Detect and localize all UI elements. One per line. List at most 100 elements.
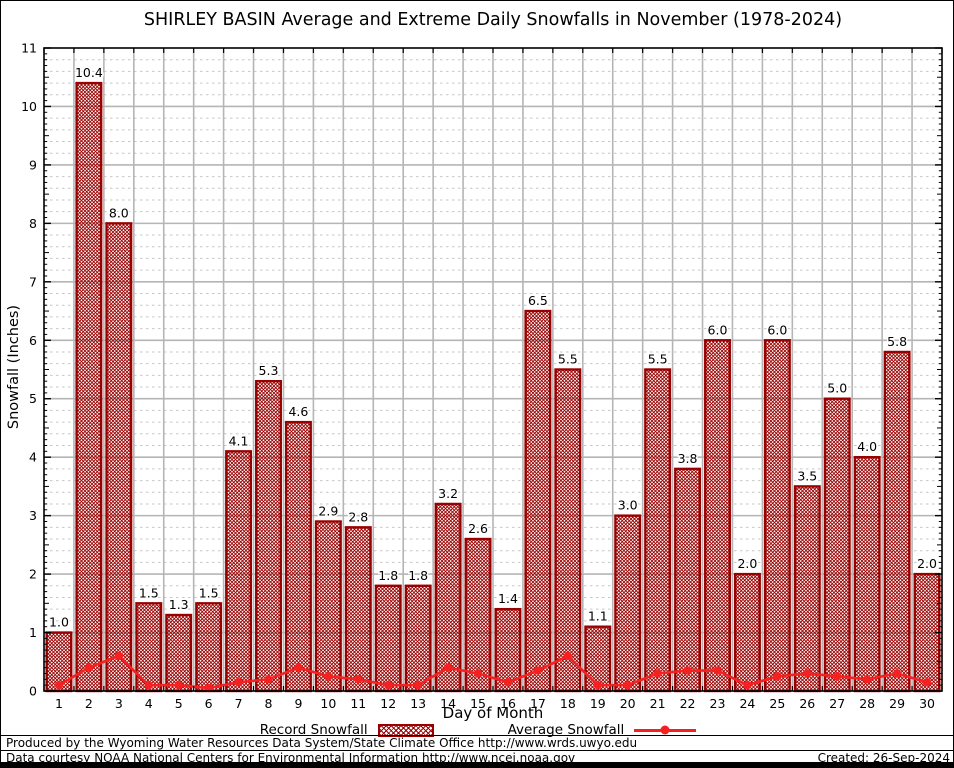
legend-item-average: Average Snowfall [508,722,697,738]
avg-point-day-26 [803,669,812,678]
produced-by-text: Produced by the Wyoming Water Resources … [6,736,638,750]
bar-value-label: 5.0 [827,381,847,396]
legend-record-label: Record Snowfall [259,722,368,738]
y-tick-label: 4 [29,450,37,465]
bar-value-label: 1.8 [378,568,398,583]
x-tick-label: 16 [500,696,516,711]
average-line-path [58,654,928,690]
avg-point-day-3 [114,651,124,661]
x-tick-label: 23 [710,696,726,711]
bar-day-13 [404,584,432,693]
bar-day-12 [374,584,402,693]
avg-point-day-20 [623,680,632,690]
bar-day-9 [284,420,312,693]
avg-point-day-16 [503,678,513,687]
bar-day-17 [524,309,552,693]
avg-point-day-2 [84,663,94,672]
bar-value-label: 4.0 [857,439,877,454]
bar-day-5 [165,613,193,693]
bar-day-8 [255,379,282,693]
x-tick-label: 30 [919,696,935,711]
avg-point-day-27 [833,672,842,681]
footer-row-courtesy: Data courtesy NOAA National Centers for … [1,750,953,765]
avg-point-day-24 [743,680,752,690]
avg-point-day-10 [324,672,333,681]
avg-point-day-8 [264,675,273,684]
y-tick-label: 1 [29,625,37,640]
y-tick-label: 10 [21,99,37,114]
bar-value-label: 3.2 [438,486,458,501]
avg-point-day-18 [563,651,573,661]
avg-point-day-1 [54,680,64,690]
avg-point-day-17 [533,666,543,675]
record-snowfall-bars [45,81,941,693]
bar-day-16 [494,607,522,693]
bar-value-label: 10.4 [75,65,103,80]
bar-day-19 [584,625,612,693]
avg-point-day-12 [384,680,393,690]
avg-point-day-6 [204,683,213,693]
footer: Produced by the Wyoming Water Resources … [1,735,953,767]
avg-point-day-30 [922,678,932,687]
bar-value-label: 2.0 [737,556,757,571]
bar-value-label: 6.0 [708,322,728,337]
x-axis-title: Day of Month [442,704,544,722]
x-tick-label: 28 [859,696,875,711]
bar-value-label: 4.1 [229,433,249,448]
bar-value-label: 2.6 [468,521,488,536]
bar-day-11 [344,526,372,693]
chart-title: SHIRLEY BASIN Average and Extreme Daily … [143,10,843,30]
x-tick-label: 13 [410,696,426,711]
x-tick-label: 6 [205,696,213,711]
bar-value-label: 3.5 [797,468,817,483]
legend-average-label: Average Snowfall [507,722,625,738]
bar-value-label: 2.8 [348,509,368,524]
x-tick-label: 17 [530,696,546,711]
bar-day-22 [674,467,702,693]
line-marker-dot-icon [660,725,670,735]
bottom-border-bar [1,762,953,767]
bar-day-23 [704,339,731,693]
bar-value-label: 3.8 [678,451,698,466]
x-tick-label: 12 [380,696,396,711]
bar-value-label: 5.3 [259,363,279,378]
bar-day-14 [434,502,462,693]
y-tick-label: 7 [29,274,37,289]
legend-item-record: Record Snowfall [260,722,434,738]
bar-day-28 [853,455,881,693]
x-tick-label: 11 [350,696,366,711]
avg-point-day-21 [653,669,662,678]
x-tick-label: 25 [769,696,785,711]
x-tick-label: 27 [829,696,845,711]
x-tick-label: 5 [175,696,183,711]
plot-area: 1.0 10.4 8.0 1.5 1.3 1.5 4.1 5.3 4.6 2.9 2.8 1.8 1.8… [21,41,943,712]
bar-value-label: 6.0 [767,322,787,337]
x-tick-label: 18 [560,696,576,711]
avg-point-day-4 [144,680,153,690]
avg-point-day-14 [443,663,453,672]
avg-point-day-19 [593,680,602,690]
bar-day-25 [763,339,791,693]
footer-row-produced-by: Produced by the Wyoming Water Resources … [1,735,953,750]
avg-point-day-29 [892,669,902,678]
bar-value-label: 4.6 [288,404,308,419]
bar-day-26 [793,485,821,693]
x-tick-label: 29 [889,696,905,711]
bar-day-15 [464,537,492,693]
bar-day-24 [733,572,761,693]
y-axis-title: Snowfall (Inches) [6,304,22,430]
avg-point-day-7 [234,678,243,687]
avg-point-day-15 [473,669,483,678]
bar-value-label: 1.5 [199,585,219,600]
average-snowfall-line-icon [634,725,697,735]
x-tick-label: 9 [294,696,302,711]
x-tick-label: 8 [265,696,273,711]
bar-value-label: 5.5 [648,352,668,367]
legend: Record Snowfall Average Snowfall [1,722,953,738]
tick-labels: 1.0 10.4 8.0 1.5 1.3 1.5 4.1 5.3 4.6 2.9 2.8 1.8 1.8… [21,41,938,712]
bar-day-7 [225,450,253,693]
avg-point-day-11 [354,675,363,684]
bar-value-label: 1.1 [588,609,608,624]
x-tick-label: 1 [55,696,63,711]
